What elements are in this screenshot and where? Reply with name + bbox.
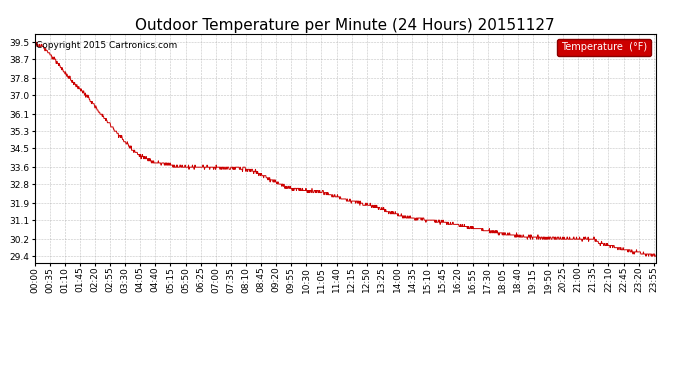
- Legend: Temperature  (°F): Temperature (°F): [557, 39, 651, 56]
- Text: Copyright 2015 Cartronics.com: Copyright 2015 Cartronics.com: [36, 40, 177, 50]
- Title: Outdoor Temperature per Minute (24 Hours) 20151127: Outdoor Temperature per Minute (24 Hours…: [135, 18, 555, 33]
